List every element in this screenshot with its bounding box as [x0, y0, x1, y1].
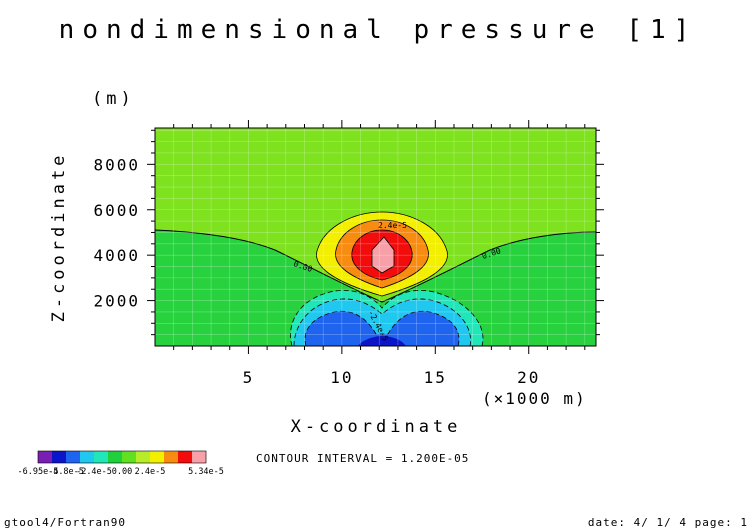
colorbar-swatch: [122, 451, 137, 463]
zero-contour-line: [155, 229, 596, 303]
contour-label-positive: 2.4e-5: [378, 221, 407, 230]
colorbar-tick-label: 5.34e-5: [188, 467, 224, 477]
colorbar: [37, 450, 207, 464]
y-tick-label: 2000: [93, 292, 140, 311]
y-tick-label: 6000: [93, 201, 140, 220]
plot-area: 2.4e-5 0.00 0.00 -2.4e-5: [155, 128, 596, 346]
colorbar-tick-label: -4.8e-5: [48, 467, 84, 477]
contour-interval-text: CONTOUR INTERVAL = 1.200E-05: [256, 452, 469, 465]
colorbar-swatch: [38, 451, 53, 463]
colorbar-swatch: [178, 451, 193, 463]
colorbar-swatch: [52, 451, 67, 463]
y-axis: 2000 4000 6000 8000: [93, 129, 604, 336]
colorbar-swatch: [192, 451, 207, 463]
colorbar-tick-label: -2.4e-5: [76, 467, 112, 477]
negative-contour-lines: [290, 290, 484, 346]
colorbar-tick-label: 2.4e-5: [135, 467, 166, 477]
plot-frame: [154, 127, 597, 347]
grid-lines: [155, 128, 596, 346]
x-tick-label: 20: [517, 368, 540, 387]
colorbar-tick-label: -6.95e-5: [18, 467, 59, 477]
colorbar-frame: [37, 450, 207, 464]
positive-peak: [372, 237, 394, 273]
y-axis-unit: (m): [92, 89, 135, 109]
colorbar-swatch: [66, 451, 81, 463]
x-tick-label: 5: [243, 368, 255, 387]
colorbar-swatch: [150, 451, 165, 463]
colorbar-swatch: [164, 451, 179, 463]
colorbar-tick-label: 0.00: [112, 467, 132, 477]
colorbar-swatch: [94, 451, 109, 463]
colorbar-swatch: [108, 451, 123, 463]
negative-level-3: [305, 311, 459, 346]
footer-right: date: 4/ 1/ 4 page: 1: [588, 516, 748, 529]
x-axis-unit: (×1000 m): [482, 389, 587, 408]
colorbar-swatch: [80, 451, 95, 463]
chart-title: nondimensional pressure [1]: [59, 15, 698, 45]
y-tick-label: 8000: [93, 155, 140, 174]
footer-left: gtool4/Fortran90: [4, 516, 126, 529]
x-tick-label: 10: [330, 368, 353, 387]
y-tick-label: 4000: [93, 246, 140, 265]
positive-contour-lines: [316, 211, 448, 297]
x-axis: 5 10 15 20: [173, 120, 586, 387]
colorbar-ticks: -6.95e-5-4.8e-5-2.4e-5 0.00 2.4e-5 5.34e-5: [18, 467, 224, 477]
y-axis-label: Z-coordinate: [49, 152, 69, 323]
x-axis-label: X-coordinate: [291, 417, 462, 437]
colorbar-swatch: [136, 451, 151, 463]
negative-level-4: [358, 336, 406, 346]
x-tick-label: 15: [424, 368, 447, 387]
field-lower: [155, 230, 596, 346]
